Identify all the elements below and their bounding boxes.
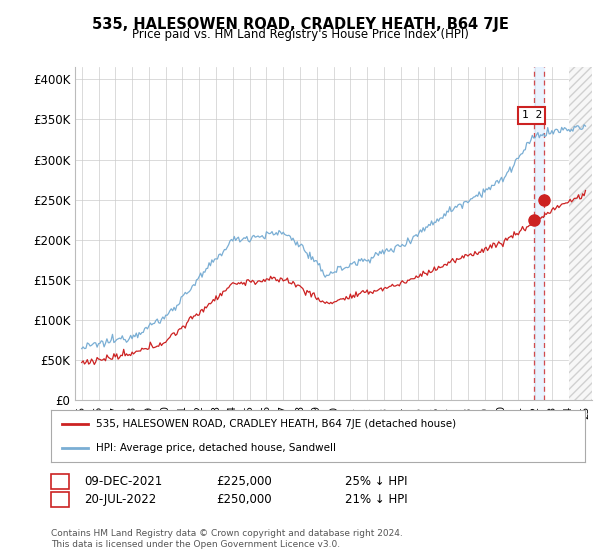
Text: 25% ↓ HPI: 25% ↓ HPI [345,475,407,488]
Text: 1: 1 [56,475,64,488]
Bar [535,67,544,400]
Text: 1 2: 1 2 [522,110,542,120]
Bar [569,67,600,400]
Text: 535, HALESOWEN ROAD, CRADLEY HEATH, B64 7JE: 535, HALESOWEN ROAD, CRADLEY HEATH, B64 … [92,17,508,32]
Text: Contains HM Land Registry data © Crown copyright and database right 2024.
This d: Contains HM Land Registry data © Crown c… [51,529,403,549]
Text: 535, HALESOWEN ROAD, CRADLEY HEATH, B64 7JE (detached house): 535, HALESOWEN ROAD, CRADLEY HEATH, B64 … [97,419,457,430]
Text: HPI: Average price, detached house, Sandwell: HPI: Average price, detached house, Sand… [97,443,337,453]
Bar [569,0,600,400]
Text: £225,000: £225,000 [216,475,272,488]
Text: 2: 2 [56,493,64,506]
Text: £250,000: £250,000 [216,493,272,506]
Text: 21% ↓ HPI: 21% ↓ HPI [345,493,407,506]
Text: 20-JUL-2022: 20-JUL-2022 [84,493,156,506]
Text: 09-DEC-2021: 09-DEC-2021 [84,475,162,488]
Text: Price paid vs. HM Land Registry's House Price Index (HPI): Price paid vs. HM Land Registry's House … [131,28,469,41]
